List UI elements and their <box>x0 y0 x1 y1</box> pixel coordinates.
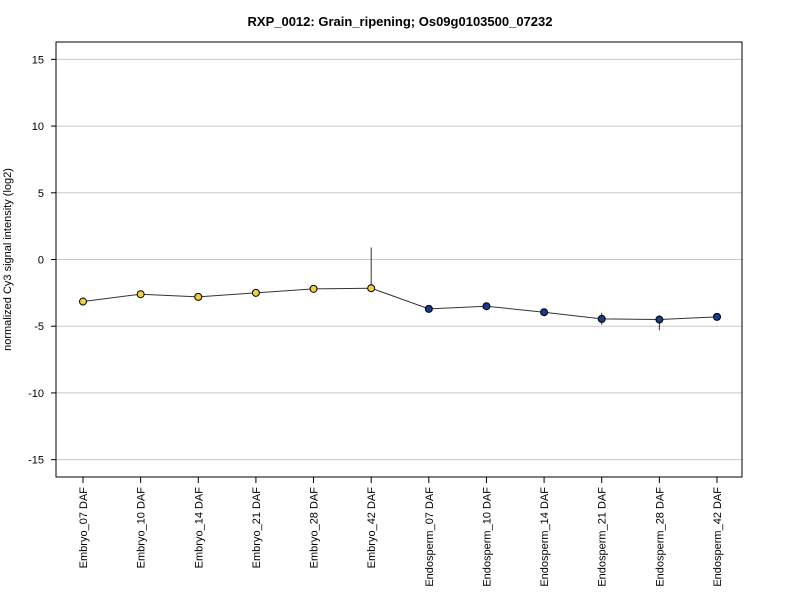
y-tick-label: 15 <box>32 54 44 66</box>
data-point <box>136 290 145 299</box>
x-tick-label: Endosperm_21 DAF <box>597 487 609 587</box>
x-tick-label: Embryo_14 DAF <box>193 487 205 569</box>
x-tick-label: Embryo_42 DAF <box>366 487 378 569</box>
x-tick-label: Embryo_10 DAF <box>136 487 148 569</box>
y-axis-label: normalized Cy3 signal intensity (log2) <box>2 168 14 351</box>
x-tick-label: Endosperm_07 DAF <box>424 487 436 587</box>
y-tick-label: -15 <box>28 455 44 467</box>
data-point <box>597 314 606 323</box>
x-tick-label: Endosperm_10 DAF <box>481 487 493 587</box>
x-tick-label: Embryo_28 DAF <box>309 487 321 569</box>
data-point <box>367 284 376 293</box>
x-tick-label: Embryo_21 DAF <box>251 487 263 569</box>
x-tick-label: Endosperm_42 DAF <box>712 487 724 587</box>
grid-lines <box>56 58 742 461</box>
y-axis: 15 10 5 0 -5 -10 -15 <box>28 54 56 467</box>
series-line <box>82 287 718 321</box>
data-point <box>309 284 318 293</box>
series <box>79 247 721 331</box>
x-tick-label: Embryo_07 DAF <box>78 487 90 569</box>
chart-title: RXP_0012: Grain_ripening; Os09g0103500_0… <box>248 14 553 29</box>
data-point <box>713 312 721 321</box>
data-point <box>655 315 664 324</box>
data-point <box>482 302 491 311</box>
x-tick-label: Endosperm_28 DAF <box>654 487 666 587</box>
y-tick-label: -10 <box>28 388 44 400</box>
x-tick-label: Endosperm_14 DAF <box>539 487 551 587</box>
data-point <box>251 288 260 297</box>
data-point <box>424 304 433 313</box>
y-tick-label: 10 <box>32 121 44 133</box>
data-point <box>194 292 203 301</box>
data-point <box>540 308 549 317</box>
y-tick-label: 5 <box>38 188 44 200</box>
y-tick-label: -5 <box>34 321 44 333</box>
data-point <box>79 297 87 306</box>
y-tick-label: 0 <box>38 255 44 267</box>
x-axis: Embryo_07 DAF Embryo_10 DAF Embryo_14 DAF E… <box>78 476 724 587</box>
